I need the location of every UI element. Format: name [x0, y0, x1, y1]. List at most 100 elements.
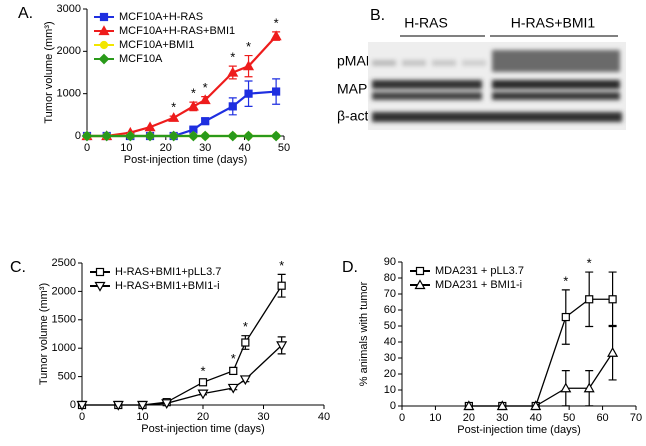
series-line [87, 35, 277, 138]
y-tick-label: 60 [384, 304, 396, 316]
marker [101, 130, 113, 142]
marker [607, 346, 619, 357]
marker [277, 281, 286, 290]
x-tick-label: 10 [120, 142, 132, 154]
panel-label: D. [342, 259, 358, 276]
x-tick-label: 50 [563, 412, 575, 424]
marker [561, 312, 570, 322]
legend-marker [94, 281, 106, 292]
x-tick-label: 20 [160, 142, 172, 154]
x-tick-label: 30 [199, 142, 211, 154]
marker [81, 130, 93, 142]
significance-mark: * [274, 15, 279, 30]
y-tick-label: 2000 [52, 285, 76, 297]
x-tick-label: 50 [278, 142, 290, 154]
y-tick-label: 2500 [52, 257, 76, 269]
y-tick-label: 30 [384, 352, 396, 364]
legend-marker [414, 279, 426, 290]
marker [560, 382, 572, 393]
panel-label: A. [18, 5, 33, 22]
y-tick-label: 10 [384, 384, 396, 396]
y-tick-label: 40 [384, 336, 396, 348]
column-label: H-RAS [404, 15, 448, 31]
marker [199, 130, 211, 142]
panel-label: B. [370, 7, 385, 24]
marker [112, 400, 124, 411]
marker [608, 295, 617, 304]
legend-marker [99, 12, 109, 22]
marker [201, 117, 210, 126]
legend-marker [99, 40, 109, 50]
legend-label: H-RAS+BMI1+BMI1-i [115, 280, 220, 292]
blot-bands [372, 50, 622, 122]
significance-mark: * [200, 363, 205, 378]
legend-label: H-RAS+BMI1+pLL3.7 [115, 266, 221, 278]
y-axis-label: % animals with tumor [358, 281, 370, 386]
marker [463, 400, 475, 411]
marker [198, 378, 208, 387]
y-tick-label: 50 [384, 320, 396, 332]
legend-label: MCF10A [119, 53, 163, 65]
x-tick-label: 30 [496, 412, 508, 424]
x-tick-label: 40 [318, 411, 330, 423]
marker [227, 66, 239, 77]
x-tick-label: 70 [630, 412, 642, 424]
x-tick-label: 60 [596, 412, 608, 424]
marker [241, 338, 250, 347]
x-tick-label: 40 [530, 412, 542, 424]
marker [187, 100, 199, 111]
marker [244, 89, 253, 98]
x-tick-label: 40 [238, 142, 250, 154]
marker [276, 341, 288, 352]
significance-mark: * [587, 256, 592, 271]
legend-marker [415, 266, 425, 276]
y-tick-label: 0 [70, 399, 76, 411]
marker [270, 130, 282, 142]
y-tick-label: 3000 [57, 3, 81, 15]
significance-mark: * [171, 100, 176, 115]
marker [270, 30, 282, 41]
x-axis-label: Post-injection time (days) [141, 423, 265, 435]
marker [188, 130, 199, 142]
significance-mark: * [203, 80, 208, 95]
marker [161, 399, 173, 410]
significance-mark: * [563, 273, 568, 288]
y-tick-label: 0 [390, 400, 396, 412]
y-axis-label: Tumor volume (mm³) [43, 21, 55, 123]
significance-mark: * [279, 258, 284, 273]
x-tick-label: 0 [84, 142, 90, 154]
marker [243, 130, 254, 142]
marker [229, 366, 238, 376]
significance-mark: * [230, 50, 235, 65]
significance-mark: * [246, 39, 251, 54]
significance-mark: * [231, 351, 236, 366]
panel-label: C. [10, 259, 26, 276]
marker [243, 60, 255, 71]
y-tick-label: 90 [384, 256, 396, 268]
legend-marker [95, 267, 105, 277]
x-tick-label: 10 [429, 412, 441, 424]
series-line [468, 352, 614, 407]
marker [530, 400, 542, 411]
legend-label: MDA231 + BMI1-i [435, 279, 522, 291]
marker [197, 389, 209, 400]
x-tick-label: 10 [136, 411, 148, 423]
marker [583, 382, 595, 393]
significance-mark: * [243, 319, 248, 334]
y-tick-label: 1000 [52, 342, 76, 354]
y-tick-label: 1000 [57, 88, 81, 100]
marker [144, 130, 156, 142]
y-tick-label: 0 [75, 130, 81, 142]
x-axis-label: Post-injection time (days) [457, 424, 581, 436]
x-tick-label: 0 [79, 411, 85, 423]
marker [76, 400, 88, 411]
marker [272, 87, 281, 96]
marker [199, 94, 211, 105]
y-tick-label: 70 [384, 288, 396, 300]
western-blot: B. H-RAS H-RAS+BMI1 pMAPK MAPK β-actin [337, 7, 626, 130]
marker [228, 102, 237, 111]
marker [227, 130, 239, 142]
y-axis-label: Tumor volume (mm³) [38, 283, 50, 385]
x-tick-label: 20 [197, 411, 209, 423]
